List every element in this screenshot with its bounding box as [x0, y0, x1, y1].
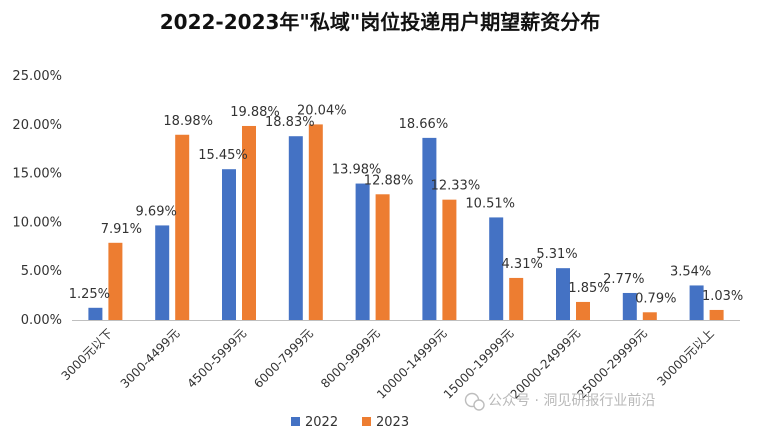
bar-2022 [288, 136, 303, 320]
x-tick-label: 10000-14999元 [374, 326, 449, 401]
bar-2023 [642, 312, 657, 320]
data-label-2023: 19.88% [230, 105, 280, 120]
watermark-text: 公众号 · 洞见研报行业前沿 [488, 392, 655, 409]
y-tick-label: 0.00% [21, 313, 62, 328]
bar-2023 [375, 194, 390, 320]
bar-2022 [355, 183, 370, 320]
x-tick-label: 3000元以下 [59, 326, 116, 383]
x-tick-label: 25000-29999元 [574, 326, 649, 401]
legend-swatch-2023 [362, 417, 371, 426]
data-label-2023: 1.03% [702, 289, 743, 304]
bar-2022 [622, 292, 637, 320]
bar-2023 [576, 301, 590, 320]
bar-2022 [88, 307, 103, 320]
y-tick-label: 10.00% [12, 215, 62, 230]
bar-2023 [242, 125, 256, 321]
data-label-2023: 0.79% [635, 291, 676, 306]
data-label-2022: 18.83% [265, 115, 315, 130]
y-axis: 0.00% 5.00% 10.00% 15.00% 20.00% 25.00% [12, 69, 62, 328]
data-label-2022: 10.51% [465, 196, 515, 211]
data-labels: 1.25% 9.69% 15.45% 18.83% 13.98% 18.66% 10.51%… [69, 103, 744, 306]
y-tick-label: 5.00% [21, 264, 62, 279]
bar-2022 [689, 285, 704, 320]
bar-2023 [308, 124, 323, 320]
data-label-2023: 4.31% [502, 257, 543, 272]
x-tick-label: 4500-5999元 [184, 326, 249, 391]
bar-2023 [108, 242, 123, 320]
bar-2022 [556, 268, 570, 320]
bar-2022 [222, 169, 236, 320]
bar-2023 [509, 277, 524, 320]
data-label-2023: 12.33% [431, 179, 481, 194]
data-label-2022: 3.54% [670, 264, 711, 279]
data-label-2023: 20.04% [297, 103, 347, 118]
x-axis: 3000元以下 3000-4499元 4500-5999元 6000-7999元 800… [59, 320, 740, 402]
y-tick-label: 15.00% [12, 167, 62, 182]
data-label-2022: 13.98% [332, 163, 382, 178]
x-tick-label: 3000-4499元 [118, 326, 183, 391]
data-label-2023: 1.85% [568, 281, 609, 296]
x-tick-label: 30000元以上 [654, 326, 716, 388]
x-tick-label: 20000-24999元 [508, 326, 583, 401]
data-label-2023: 18.98% [163, 114, 213, 129]
data-label-2022: 15.45% [198, 148, 248, 163]
bar-2022 [489, 217, 504, 320]
data-label-2023: 12.88% [364, 173, 414, 188]
data-label-2022: 5.31% [536, 247, 577, 262]
legend-swatch-2022 [291, 417, 300, 426]
x-tick-label: 15000-19999元 [441, 326, 516, 401]
data-label-2022: 18.66% [399, 117, 449, 132]
bars [88, 124, 724, 321]
legend-label-2023: 2023 [376, 415, 409, 430]
chart-title: 2022-2023年"私域"岗位投递用户期望薪资分布 [160, 10, 600, 34]
legend-label-2022: 2022 [305, 415, 338, 430]
data-label-2022: 9.69% [136, 204, 177, 219]
x-tick-label: 6000-7999元 [251, 326, 316, 391]
bar-2023 [175, 134, 190, 320]
watermark: 公众号 · 洞见研报行业前沿 [464, 392, 655, 411]
x-tick-label: 8000-9999元 [318, 326, 383, 391]
y-tick-label: 20.00% [12, 118, 62, 133]
bar-2022 [422, 137, 437, 320]
data-label-2023: 7.91% [101, 222, 142, 237]
legend: 2022 2023 [291, 415, 409, 430]
bar-2022 [155, 225, 170, 320]
data-label-2022: 1.25% [69, 287, 110, 302]
y-tick-label: 25.00% [12, 69, 62, 84]
data-label-2022: 2.77% [603, 272, 644, 287]
bar-2023 [709, 309, 724, 320]
bar-2023 [442, 199, 457, 320]
wechat-icon [464, 392, 485, 411]
